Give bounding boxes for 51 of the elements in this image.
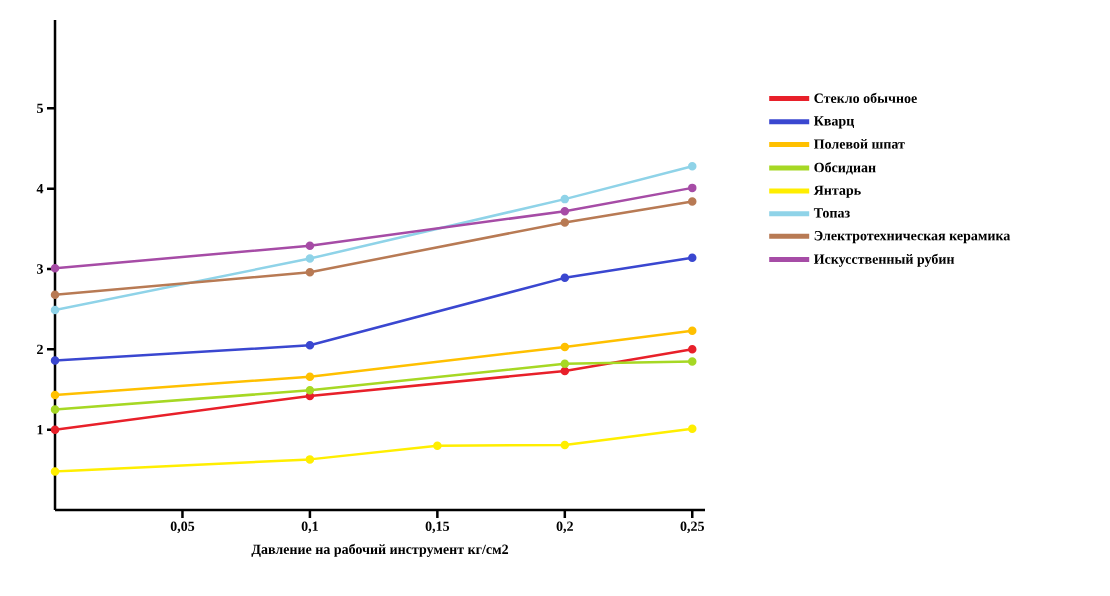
- point: [433, 441, 442, 450]
- point: [305, 254, 315, 263]
- x-tick-label: 0,05: [170, 521, 195, 533]
- y-tick-label: 5: [37, 103, 43, 114]
- legend-label: Искусственный рубин: [813, 253, 955, 267]
- x-axis-title: Давление на рабочий инструмент кг/см2: [251, 543, 509, 557]
- point: [560, 366, 570, 376]
- y-tick-label: 3: [37, 264, 43, 274]
- point: [305, 386, 315, 395]
- legend-label: Полевой шпат: [813, 138, 905, 149]
- legend-label: Топаз: [813, 208, 850, 218]
- x-tick-label: 0,25: [680, 521, 704, 533]
- point: [50, 356, 60, 365]
- point: [560, 206, 570, 216]
- point: [50, 425, 60, 434]
- point: [560, 440, 570, 450]
- y-tick-label: 2: [37, 344, 43, 354]
- legend-label: Обсидиан: [814, 162, 876, 175]
- point: [305, 372, 315, 381]
- legend-label: Стекло обычное: [814, 92, 917, 103]
- x-tick-label: 0,1: [301, 521, 318, 533]
- point: [50, 263, 60, 273]
- point: [305, 267, 315, 277]
- point: [688, 424, 697, 434]
- point: [305, 241, 315, 250]
- point: [688, 183, 697, 193]
- point: [560, 359, 570, 369]
- legend-label: Янтарь: [813, 185, 861, 198]
- point: [560, 218, 570, 227]
- point: [50, 290, 60, 299]
- point: [305, 341, 315, 350]
- legend-label: Электротехническая керамика: [814, 230, 1011, 244]
- point: [688, 161, 697, 171]
- point: [305, 455, 315, 464]
- point: [560, 194, 570, 204]
- legend-label: Кварц: [813, 116, 855, 129]
- point: [50, 467, 60, 476]
- y-tick-label: 4: [36, 184, 44, 194]
- point: [560, 273, 570, 283]
- y-tick-label: 1: [37, 425, 43, 435]
- point: [688, 345, 697, 354]
- point: [50, 390, 60, 400]
- point: [50, 305, 60, 315]
- point: [688, 197, 697, 206]
- x-tick-label: 0,15: [425, 521, 450, 533]
- point: [50, 405, 60, 414]
- point: [688, 253, 697, 263]
- x-tick-label: 0,2: [556, 521, 573, 533]
- point: [688, 326, 697, 336]
- point: [688, 357, 697, 366]
- point: [560, 342, 570, 352]
